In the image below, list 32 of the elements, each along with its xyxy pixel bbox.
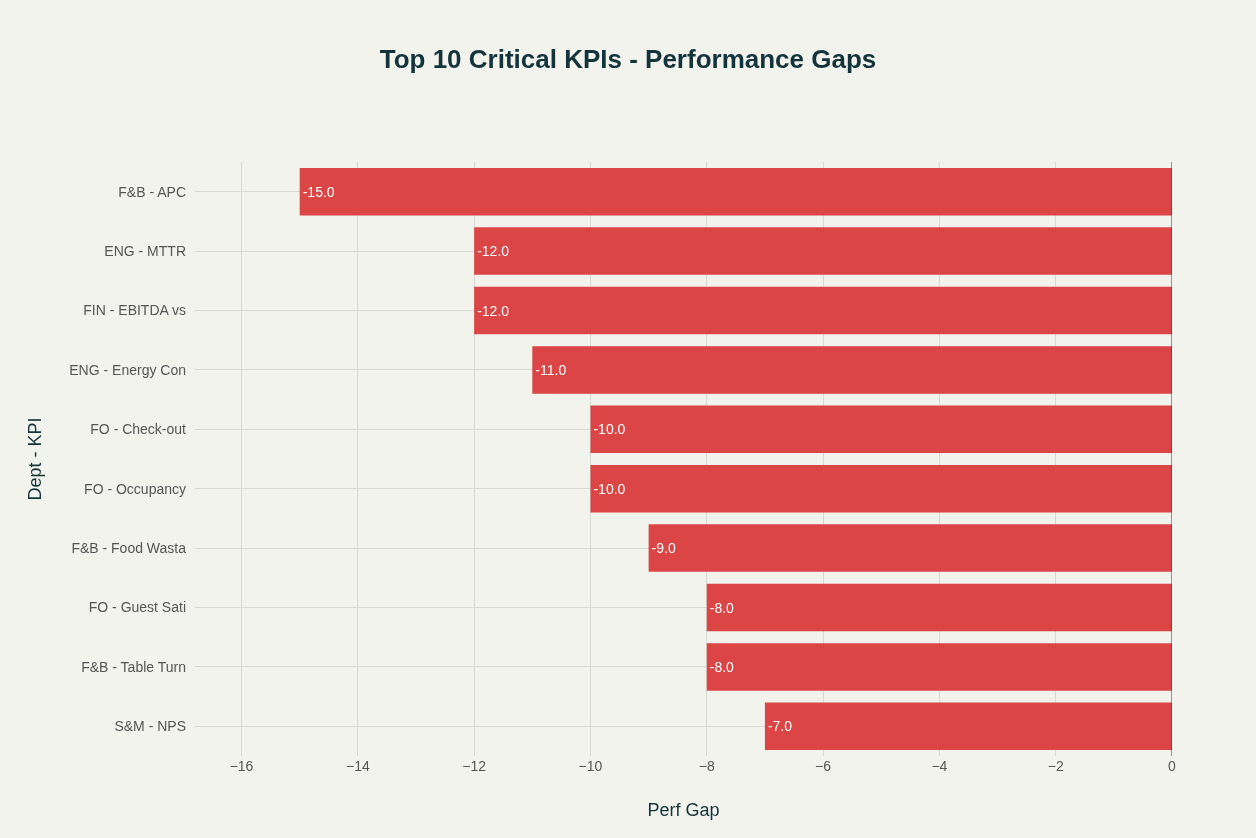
data-label: -12.0 [477,243,510,260]
x-tick-label: 0 [1168,758,1177,774]
y-tick-label: FO - Guest Sati [88,599,186,616]
data-label: -12.0 [477,302,510,319]
y-tick-label: F&B - Table Turn [81,658,186,675]
y-tick-label: F&B - Food Wasta [71,540,187,556]
data-label: -8.0 [709,599,735,616]
y-axis-title: Dept - KPI [25,417,46,501]
data-label: -8.0 [709,658,735,675]
data-label: -15.0 [302,183,335,200]
y-tick-label: FO - Occupancy [84,480,186,497]
x-tick-label: −6 [815,758,832,774]
y-tick-label: FO - Check-out [90,421,187,438]
x-tick-label: −12 [462,758,487,774]
x-tick-label: −10 [578,758,603,774]
x-tick-label: −8 [698,758,715,774]
data-label: -11.0 [535,361,567,378]
x-tick-label: −14 [345,758,370,774]
y-tick-label: ENG - Energy Con [69,361,186,378]
data-label: -10.0 [593,480,626,497]
x-tick-label: −4 [931,758,948,774]
y-tick-label: S&M - NPS [114,718,186,735]
x-tick-label: −16 [229,758,254,774]
y-tick-label: ENG - MTTR [104,243,186,259]
chart-title: Top 10 Critical KPIs - Performance Gaps [379,44,877,75]
data-label: -7.0 [767,718,793,735]
x-tick-label: −2 [1047,758,1064,774]
data-label: -10.0 [593,421,626,438]
y-tick-label: F&B - APC [118,183,186,200]
data-label: -9.0 [651,540,676,557]
y-tick-label: FIN - EBITDA vs [83,302,186,319]
x-axis-title: Perf Gap [647,800,720,821]
